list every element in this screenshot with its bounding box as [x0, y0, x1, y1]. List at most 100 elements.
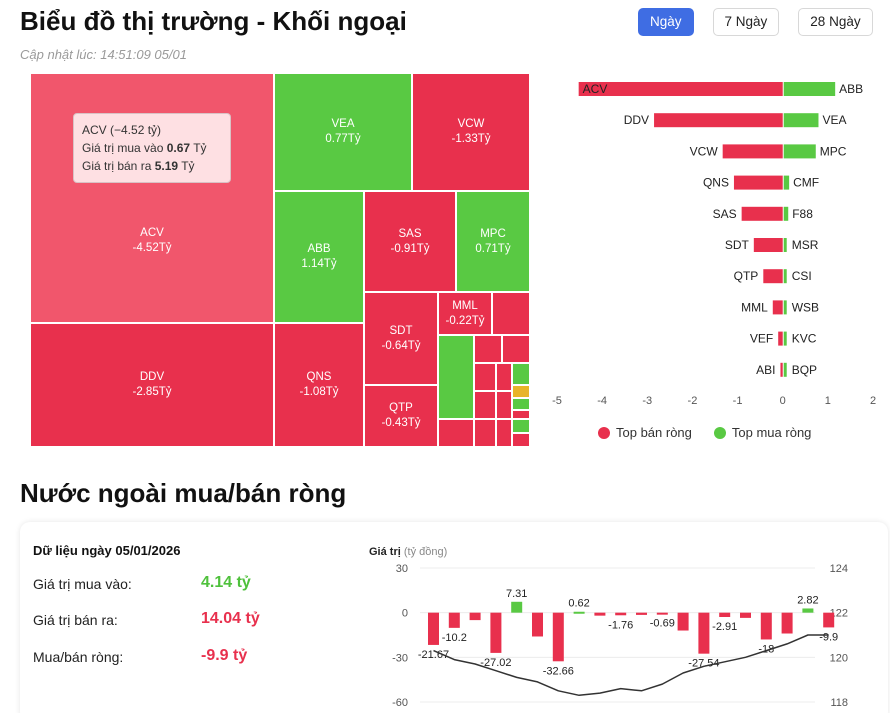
sell-bar	[778, 331, 783, 346]
sell-bar-label: VCW	[690, 144, 719, 158]
bar-value-label: 7.31	[506, 588, 527, 600]
y2-tick-label: 122	[830, 608, 848, 620]
legend-buy[interactable]: Top mua ròng	[713, 425, 811, 440]
tab-day[interactable]: Ngày	[638, 8, 694, 36]
tile-code: MML	[452, 299, 478, 312]
treemap-tile-small[interactable]	[512, 385, 530, 398]
treemap-tile-sas[interactable]: SAS -0.91Tỷ	[364, 191, 456, 292]
treemap-tile-small[interactable]	[496, 363, 512, 391]
legend-sell-dot	[598, 426, 610, 439]
net-bar	[552, 612, 564, 662]
treemap-tile-small[interactable]	[512, 433, 530, 447]
bar-value-label: -2.91	[712, 621, 737, 633]
tile-value: -0.91Tỷ	[390, 242, 430, 255]
treemap-tile-qns[interactable]: QNS -1.08Tỷ	[274, 323, 364, 447]
treemap-tile-small[interactable]	[438, 335, 474, 419]
treemap-tile-small[interactable]	[512, 410, 530, 419]
tile-value: -0.64Tỷ	[381, 339, 421, 352]
buy-bar-label: BQP	[792, 363, 817, 377]
y2-tick-label: 124	[830, 563, 848, 575]
legend-sell[interactable]: Top bán ròng	[598, 425, 692, 440]
x-tick-label: -4	[597, 395, 607, 407]
tile-code: VEA	[331, 118, 355, 130]
treemap-tile-small[interactable]	[512, 419, 530, 433]
net-bar	[677, 612, 689, 631]
treemap-tile-small[interactable]	[492, 292, 530, 335]
y2-tick-label: 118	[830, 697, 848, 709]
treemap-tile-small[interactable]	[474, 419, 496, 447]
treemap-tile-small[interactable]	[474, 335, 502, 363]
buy-bar-label: VEA	[822, 113, 846, 127]
buy-value: 4.14 tỷ	[201, 574, 251, 591]
net-bar	[760, 612, 772, 640]
tooltip-sell: Giá trị bán ra 5.19 Tỷ	[82, 159, 195, 173]
treemap-tile-small[interactable]	[474, 391, 496, 419]
treemap-tile-qtp[interactable]: QTP -0.43Tỷ	[364, 385, 438, 447]
treemap-tile-sdt[interactable]: SDT -0.64Tỷ	[364, 292, 438, 385]
sell-bar	[763, 269, 783, 284]
net-bar	[532, 612, 543, 637]
tile-code: VCW	[457, 118, 485, 130]
net-bar	[781, 612, 793, 634]
treemap-tile-small[interactable]	[512, 398, 530, 410]
y-tick-label: -30	[392, 652, 408, 664]
sell-bar	[772, 300, 783, 315]
bar-value-label: 0.62	[568, 598, 589, 610]
tile-value: -0.22Tỷ	[445, 314, 485, 327]
buy-bar	[783, 206, 789, 221]
sell-bar-label: DDV	[624, 113, 649, 127]
legend-buy-dot	[713, 426, 726, 439]
sell-label: Giá trị bán ra:	[33, 612, 118, 628]
sell-bar	[722, 144, 783, 159]
net-bar	[636, 612, 647, 615]
treemap-tile-small[interactable]	[496, 391, 512, 419]
buy-bar	[783, 144, 816, 159]
bar-value-label: 2.82	[797, 594, 818, 606]
treemap-tile-small[interactable]	[474, 363, 496, 391]
treemap-tile-acv[interactable]: ACV -4.52Tỷ	[30, 73, 274, 323]
bar-value-label: -27.02	[480, 657, 511, 669]
tile-value: 0.77Tỷ	[325, 133, 361, 145]
buy-bar	[783, 238, 787, 252]
tile-value: -1.33Tỷ	[451, 133, 491, 145]
buy-bar	[783, 300, 787, 315]
buy-bar-label: MSR	[792, 238, 819, 252]
treemap-tile-small[interactable]	[438, 419, 474, 447]
tooltip-buy: Giá trị mua vào 0.67 Tỷ	[82, 141, 207, 155]
net-bar	[656, 612, 668, 615]
buy-bar-label: F88	[792, 207, 813, 221]
buy-bar-label: KVC	[792, 332, 817, 346]
sell-bar	[741, 206, 783, 221]
sell-bar-label: ABI	[756, 363, 775, 377]
bar-value-label: -32.66	[543, 665, 574, 677]
y2-tick-label: 120	[830, 652, 848, 664]
buy-bar	[783, 331, 787, 346]
treemap-tile-mml[interactable]: MML -0.22Tỷ	[438, 292, 492, 335]
tab-7-days[interactable]: 7 Ngày	[712, 8, 780, 36]
sell-bar-label: MML	[741, 300, 768, 314]
net-bar	[719, 612, 731, 617]
update-timestamp: Cập nhật lúc: 14:51:09 05/01	[20, 47, 187, 62]
page-title: Biểu đồ thị trường - Khối ngoại	[20, 6, 407, 36]
treemap-tile-vea[interactable]: VEA 0.77Tỷ	[274, 73, 412, 191]
treemap-tile-small[interactable]	[496, 419, 512, 447]
buy-label: Giá trị mua vào:	[33, 576, 132, 592]
treemap-tile-abb[interactable]: ABB 1.14Tỷ	[274, 191, 364, 323]
treemap-tile-small[interactable]	[512, 363, 530, 385]
tab-28-days[interactable]: 28 Ngày	[798, 8, 873, 36]
treemap-tile-vcw[interactable]: VCW -1.33Tỷ	[412, 73, 530, 191]
card-title: Dữ liệu ngày 05/01/2026	[33, 543, 181, 558]
treemap-tile-mpc[interactable]: MPC 0.71Tỷ	[456, 191, 530, 292]
net-bar	[594, 612, 606, 616]
top-net-bar-chart: ACV DDV VCW QNS SAS SDT QTP MML VEF ABI ABB VEA MPC C…	[552, 82, 876, 407]
x-tick-label: -2	[688, 395, 698, 407]
bar-value-label: -1.76	[608, 619, 633, 631]
treemap-tile-small[interactable]	[502, 335, 530, 363]
buy-bar-label: CMF	[793, 176, 819, 190]
tile-code: SDT	[389, 324, 413, 337]
tile-code: ACV	[140, 227, 164, 239]
tile-code: QTP	[389, 402, 413, 414]
treemap-tooltip: ACV (−4.52 tỷ) Giá trị mua vào 0.67 Tỷ G…	[73, 113, 231, 183]
treemap-tile-ddv[interactable]: DDV -2.85Tỷ	[30, 323, 274, 447]
bar-value-label: -21.67	[418, 649, 449, 661]
